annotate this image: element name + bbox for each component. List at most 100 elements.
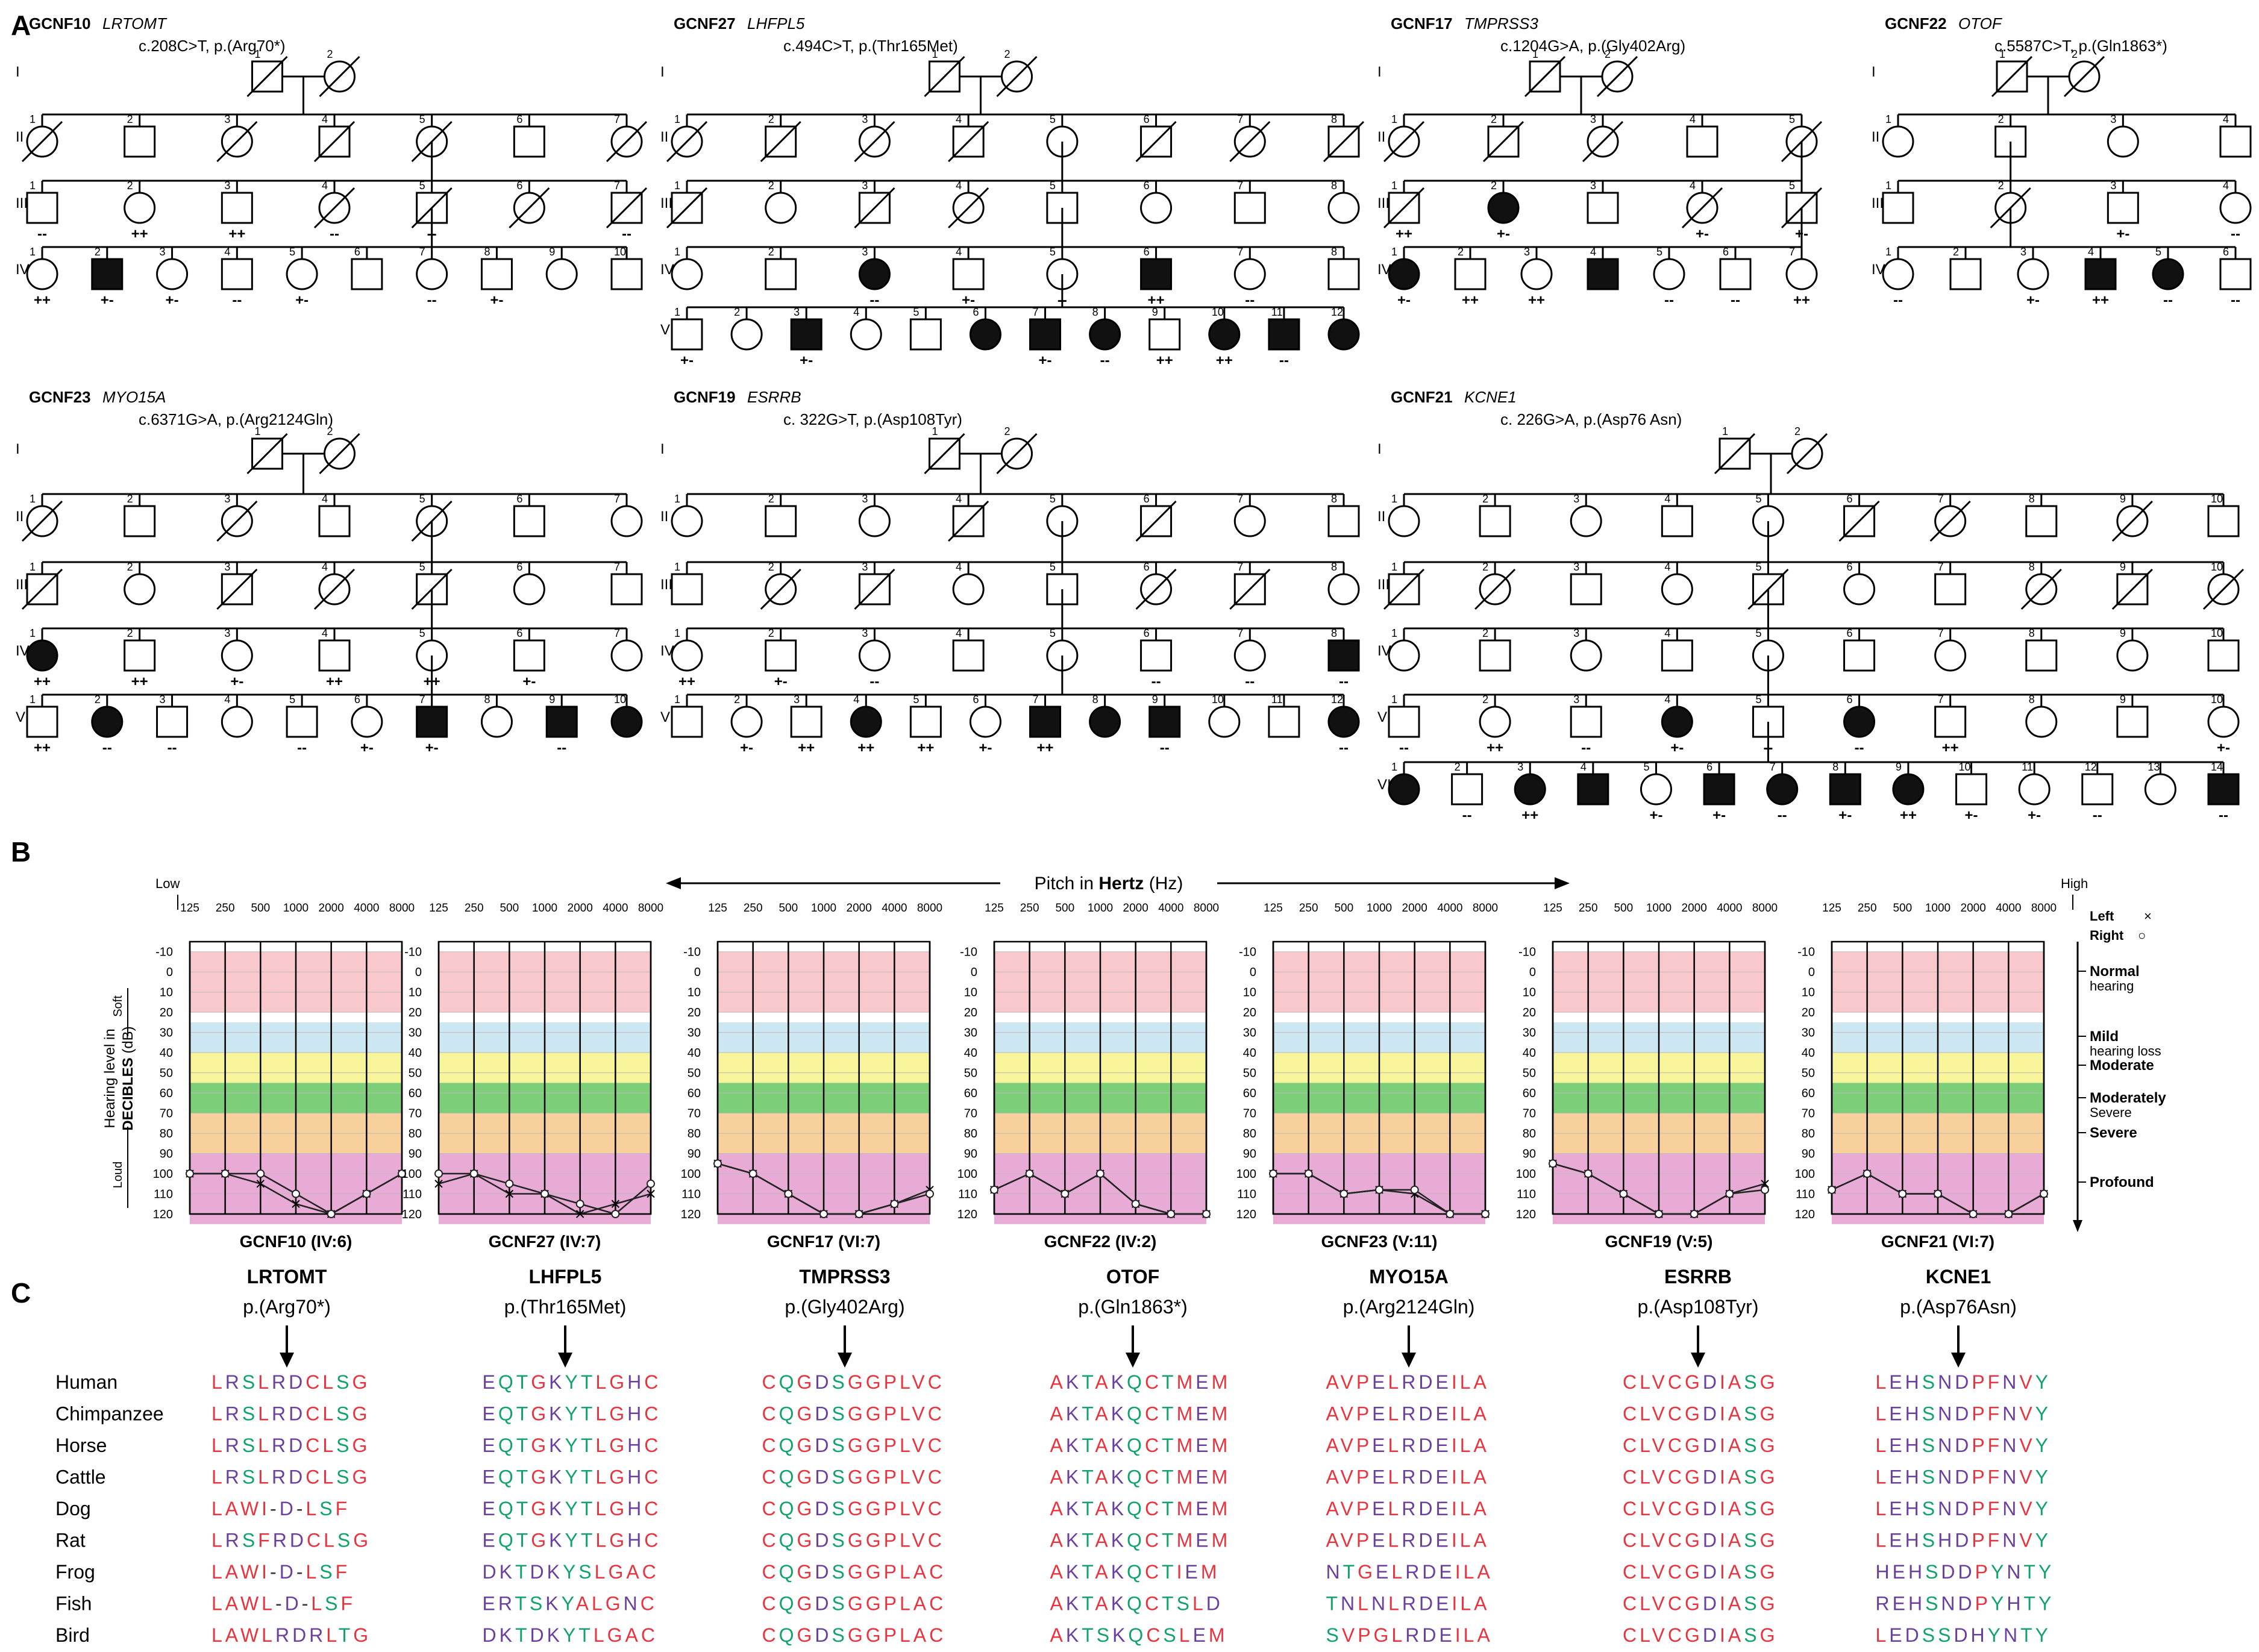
individual-number: 3: [2110, 113, 2116, 125]
individual-number: 3: [1590, 113, 1596, 125]
individual-number: 4: [322, 180, 328, 192]
db-tick-label: 110: [154, 1188, 173, 1201]
deceased-slash: [924, 55, 965, 98]
frequency-tick-label: 125: [985, 902, 1004, 915]
genotype-label: +-: [166, 292, 179, 308]
individual-number: 14: [2211, 761, 2223, 773]
frequency-tick-label: 2000: [568, 902, 593, 915]
sequence-row: LEHSNDPFNVY: [1876, 1371, 2052, 1393]
individual-number: 5: [1656, 246, 1662, 258]
db-tick-label: 60: [409, 1087, 422, 1100]
panel-label-b: B: [11, 836, 31, 868]
db-tick-label: 50: [1802, 1067, 1815, 1080]
category-label: Normal: [2090, 963, 2140, 980]
pedigree-variant: c. 226G>A, p.(Asp76 Asn): [1500, 410, 1682, 428]
individual-number: 1: [674, 113, 680, 125]
individual-number: 6: [1847, 561, 1853, 573]
individual-number: 5: [913, 693, 919, 706]
individual-number: 7: [1237, 246, 1243, 258]
individual-number: 4: [322, 113, 328, 125]
male-symbol: [1719, 258, 1752, 290]
female-symbol: [2017, 258, 2049, 290]
individual-number: 8: [1331, 180, 1337, 192]
individual-number: 2: [734, 693, 740, 706]
db-tick-label: 10: [1523, 986, 1536, 1000]
female-symbol: [351, 706, 383, 738]
genotype-label: +-: [680, 352, 694, 369]
frequency-tick-label: 125: [1543, 902, 1562, 915]
individual-number: 3: [160, 246, 166, 258]
individual-number: 9: [2120, 493, 2126, 505]
female-symbol: [2152, 258, 2184, 290]
audiogram-4: 125 250 500 1000 2000 4000 8000 -10 0 10 20 30 40 50 6…: [1236, 902, 1499, 1251]
db-tick-label: 40: [1243, 1047, 1256, 1060]
deceased-slash: [1582, 120, 1624, 163]
db-tick-label: 70: [1243, 1107, 1256, 1121]
sequence-row: LEHSNDPFNVY: [1876, 1435, 2052, 1456]
sequence-row: CQGDSGGPLVC: [762, 1466, 945, 1488]
female-symbol: [2219, 192, 2252, 224]
individual-number: 7: [1237, 493, 1243, 505]
right-ear-marker: [398, 1169, 406, 1178]
individual-number: 4: [1690, 113, 1696, 125]
sequence-row: AKTAKQCTMEM: [1050, 1466, 1231, 1488]
generation-label: I: [1377, 64, 1382, 80]
sequence-row: CQGDSGGPLVC: [762, 1403, 945, 1425]
db-tick-label: 100: [957, 1168, 977, 1181]
individual-number: 4: [1664, 561, 1670, 573]
individual-number: 4: [224, 246, 230, 258]
individual-number: 8: [2029, 561, 2035, 573]
sequence-row: CLVCGDIASG: [1623, 1561, 1778, 1583]
species-label: Dog: [55, 1498, 91, 1519]
genotype-label: +-: [1039, 352, 1052, 369]
frequency-tick-label: 125: [180, 902, 199, 915]
db-tick-label: 70: [688, 1107, 701, 1121]
individual-number: 6: [516, 180, 522, 192]
deceased-slash: [509, 187, 550, 229]
individual-number: 1: [674, 693, 680, 706]
legend-right-label: Right: [2090, 928, 2124, 943]
right-ear-marker: [890, 1200, 899, 1209]
female-symbol: [1514, 773, 1546, 806]
right-ear-marker: [713, 1159, 722, 1168]
pedigree-family-id: GCNF21: [1391, 388, 1453, 406]
female-symbol: [1520, 258, 1553, 290]
db-tick-label: 110: [403, 1188, 422, 1201]
male-symbol: [1686, 125, 1719, 158]
genotype-label: --: [1731, 292, 1740, 308]
individual-number: 5: [1050, 180, 1056, 192]
individual-number: 3: [1573, 561, 1579, 573]
sequence-row: LRSLRDCLSG: [211, 1403, 370, 1425]
pedigree-variant: c. 322G>T, p.(Asp108Tyr): [783, 410, 962, 428]
female-symbol: [730, 318, 763, 351]
deceased-slash: [1383, 120, 1425, 163]
male-symbol: [671, 318, 703, 351]
male-symbol: [2207, 639, 2240, 672]
deceased-slash: [606, 120, 648, 163]
frequency-tick-label: 4000: [1717, 902, 1742, 915]
individual-number: 6: [516, 113, 522, 125]
frequency-tick-label: 2000: [319, 902, 344, 915]
right-ear-marker: [1655, 1210, 1663, 1218]
right-ear-marker: [2004, 1210, 2013, 1218]
deceased-slash: [854, 568, 895, 610]
right-ear-marker: [1619, 1189, 1628, 1198]
individual-number: 1: [1391, 761, 1397, 773]
left-ear-marker: [434, 1180, 443, 1188]
frequency-tick-label: 1000: [532, 902, 557, 915]
generation-label: III: [660, 577, 672, 593]
frequency-tick-label: 1000: [1367, 902, 1392, 915]
category-sublabel: Severe: [2090, 1105, 2132, 1120]
deceased-slash: [666, 187, 708, 229]
individual-number: 6: [1144, 180, 1150, 192]
genotype-label: --: [869, 292, 879, 308]
sequence-row: REHSNDPYHTY: [1876, 1593, 2055, 1615]
frequency-tick-label: 500: [1614, 902, 1633, 915]
sequence-row: AKTSKQCSLEM: [1050, 1624, 1228, 1646]
individual-number: 2: [768, 561, 774, 573]
genotype-label: +-: [1696, 226, 1709, 242]
individual-number: 1: [674, 246, 680, 258]
left-ear-marker: [611, 1200, 620, 1208]
sequence-row: CQGDSGGPLVC: [762, 1371, 945, 1393]
